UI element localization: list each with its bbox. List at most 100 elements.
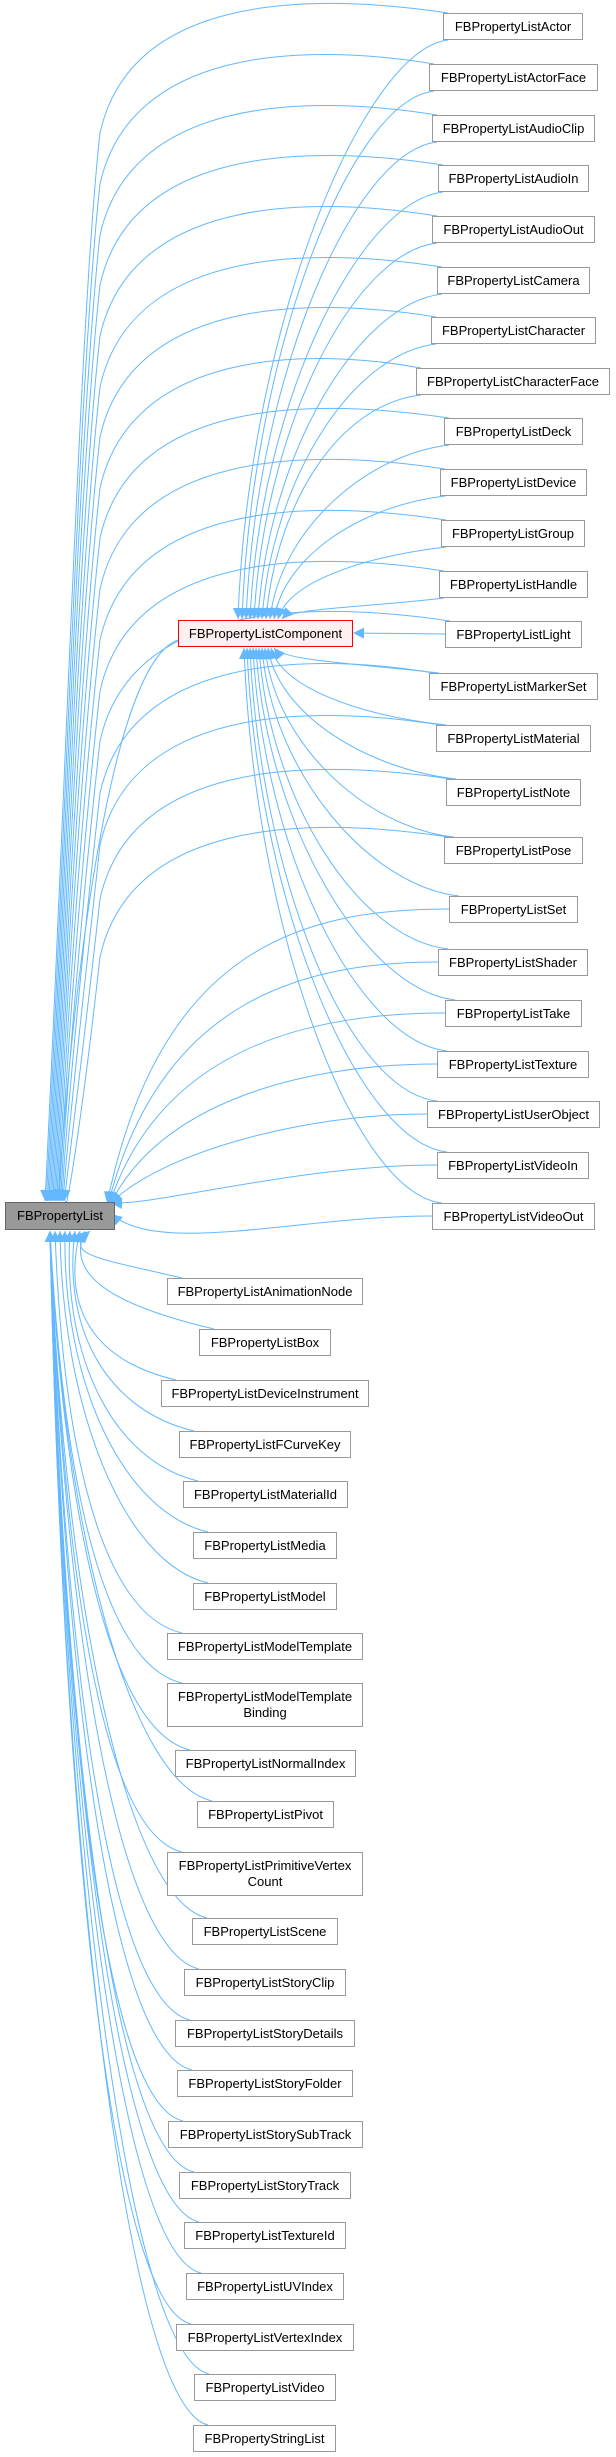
- node-label: FBPropertyListStoryClip: [195, 1974, 335, 1990]
- node-fbpropertylistcomponent[interactable]: FBPropertyListComponent: [178, 620, 353, 647]
- edge-fbpropertylistaudioclip-to-component: [240, 141, 438, 620]
- node-fbpropertylistuserobject[interactable]: FBPropertyListUserObject: [427, 1101, 600, 1128]
- node-fbpropertylisttextureid[interactable]: FBPropertyListTextureId: [184, 2222, 346, 2249]
- edge-fbpropertylistnote-to-fbpropertylist: [59, 768, 452, 1202]
- node-label: FBPropertyListDeck: [455, 423, 572, 439]
- node-label: FBPropertyListCamera: [447, 272, 580, 288]
- node-fbpropertystringlist[interactable]: FBPropertyStringList: [193, 2425, 336, 2452]
- node-fbpropertylist[interactable]: FBPropertyList: [5, 1202, 115, 1230]
- node-fbpropertylistaudioout[interactable]: FBPropertyListAudioOut: [432, 216, 595, 243]
- node-fbpropertylistmarkerset[interactable]: FBPropertyListMarkerSet: [429, 673, 598, 700]
- edge-fbpropertylisttexture-to-component: [248, 647, 448, 1052]
- node-fbpropertylisttexture[interactable]: FBPropertyListTexture: [437, 1051, 589, 1078]
- node-label: FBPropertyListComponent: [188, 625, 343, 641]
- node-fbpropertyliststoryclip[interactable]: FBPropertyListStoryClip: [184, 1969, 346, 1996]
- node-label: FBPropertyListVertexIndex: [187, 2329, 343, 2345]
- edge-fbpropertylistuserobject-to-component: [244, 647, 438, 1102]
- node-fbpropertylistmodeltemplatebinding[interactable]: FBPropertyListModelTemplate Binding: [167, 1683, 363, 1727]
- node-fbpropertylisttake[interactable]: FBPropertyListTake: [445, 1000, 582, 1027]
- node-fbpropertylistmodeltemplate[interactable]: FBPropertyListModelTemplate: [167, 1633, 363, 1660]
- node-fbpropertylisthandle[interactable]: FBPropertyListHandle: [439, 571, 588, 598]
- edge-fbpropertylisttake-to-fbpropertylist: [107, 1012, 446, 1204]
- node-fbpropertylistpose[interactable]: FBPropertyListPose: [444, 837, 583, 864]
- node-label: FBPropertyListMaterialId: [193, 1486, 338, 1502]
- edge-fbpropertylistset-to-component: [257, 647, 460, 897]
- node-fbpropertylistvideo[interactable]: FBPropertyListVideo: [194, 2374, 336, 2401]
- node-fbpropertylistscene[interactable]: FBPropertyListScene: [192, 1918, 338, 1945]
- node-fbpropertylistdeck[interactable]: FBPropertyListDeck: [444, 418, 583, 445]
- node-label: FBPropertyListMedia: [204, 1537, 326, 1553]
- node-fbpropertylistvideoin[interactable]: FBPropertyListVideoIn: [437, 1152, 589, 1179]
- edge-fbpropertylistpose-to-fbpropertylist: [59, 826, 450, 1213]
- node-label: FBPropertyListVideo: [205, 2379, 325, 2395]
- node-fbpropertylistvideoout[interactable]: FBPropertyListVideoOut: [432, 1203, 595, 1230]
- edge-fbpropertylistanimationnode-to-fbpropertylist: [78, 1230, 183, 1279]
- node-fbpropertylistmodel[interactable]: FBPropertyListModel: [193, 1583, 337, 1610]
- edge-fbpropertylistpivot-to-fbpropertylist: [44, 1230, 213, 1802]
- node-label: FBPropertyListCharacter: [441, 322, 586, 338]
- node-label: FBPropertyListSet: [460, 901, 567, 917]
- node-label: FBPropertyListAnimationNode: [177, 1283, 353, 1299]
- node-fbpropertylistmaterialid[interactable]: FBPropertyListMaterialId: [183, 1481, 348, 1508]
- node-label: FBPropertyListUserObject: [438, 1106, 589, 1122]
- edge-fbpropertylistvideoout-to-component: [238, 647, 443, 1204]
- node-fbpropertylistactor[interactable]: FBPropertyListActor: [443, 13, 583, 40]
- edge-fbpropertylistshader-to-fbpropertylist: [105, 961, 439, 1204]
- node-fbpropertyliststorytrack[interactable]: FBPropertyListStoryTrack: [179, 2172, 351, 2199]
- node-label: FBPropertyListPose: [455, 842, 572, 858]
- edge-fbpropertylistaudioout-to-fbpropertylist: [45, 205, 438, 1202]
- node-label: FBPropertyStringList: [204, 2430, 325, 2446]
- node-label: FBPropertyListUVIndex: [197, 2278, 333, 2294]
- edge-fbpropertylistmaterialid-to-fbpropertylist: [63, 1230, 199, 1482]
- node-fbpropertylistpivot[interactable]: FBPropertyListPivot: [197, 1801, 334, 1828]
- node-label: FBPropertyListModel: [204, 1588, 326, 1604]
- node-fbpropertylistcharacterface[interactable]: FBPropertyListCharacterFace: [416, 368, 610, 395]
- node-fbpropertylistbox[interactable]: FBPropertyListBox: [199, 1329, 331, 1356]
- edge-component-to-fbpropertylist: [53, 639, 179, 1201]
- node-fbpropertylistaudioin[interactable]: FBPropertyListAudioIn: [438, 165, 589, 192]
- node-fbpropertylistuvindex[interactable]: FBPropertyListUVIndex: [186, 2273, 344, 2300]
- edge-fbpropertyliststoryfolder-to-fbpropertylist: [44, 1230, 193, 2071]
- node-fbpropertylistshader[interactable]: FBPropertyListShader: [438, 949, 588, 976]
- edge-fbpropertylistmaterial-to-component: [268, 647, 447, 726]
- edge-fbpropertylistaudioclip-to-fbpropertylist: [42, 104, 438, 1202]
- edge-fbpropertylistcamera-to-fbpropertylist: [46, 256, 443, 1202]
- node-fbpropertylistfcurvekey[interactable]: FBPropertyListFCurveKey: [179, 1431, 351, 1458]
- node-fbpropertylistdevice[interactable]: FBPropertyListDevice: [440, 469, 587, 496]
- node-label: FBPropertyListModelTemplate: [177, 1638, 353, 1654]
- edge-fbpropertylistdevice-to-fbpropertylist: [51, 458, 446, 1202]
- node-label: FBPropertyListTake: [456, 1005, 571, 1021]
- node-label: FBPropertyList: [17, 1208, 103, 1223]
- node-label: FBPropertyListBox: [210, 1334, 320, 1350]
- node-fbpropertylistnormalindex[interactable]: FBPropertyListNormalIndex: [175, 1750, 356, 1777]
- edge-fbpropertylistbox-to-fbpropertylist: [75, 1230, 215, 1330]
- node-label: FBPropertyListPivot: [208, 1806, 323, 1822]
- node-fbpropertylistmedia[interactable]: FBPropertyListMedia: [193, 1532, 337, 1559]
- edge-fbpropertylistcharacter-to-fbpropertylist: [47, 306, 437, 1202]
- node-fbpropertylistprimitivevertexcount[interactable]: FBPropertyListPrimitiveVertex Count: [167, 1852, 363, 1896]
- node-fbpropertylistdeviceinstrument[interactable]: FBPropertyListDeviceInstrument: [161, 1380, 369, 1407]
- edge-fbpropertylistnote-to-component: [264, 647, 457, 780]
- node-fbpropertylistaudioclip[interactable]: FBPropertyListAudioClip: [432, 115, 595, 142]
- edge-fbpropertylistaudioout-to-component: [249, 242, 438, 620]
- node-fbpropertyliststoryfolder[interactable]: FBPropertyListStoryFolder: [177, 2070, 353, 2097]
- node-fbpropertylistcamera[interactable]: FBPropertyListCamera: [437, 267, 590, 294]
- node-fbpropertylistmaterial[interactable]: FBPropertyListMaterial: [436, 725, 591, 752]
- node-fbpropertylistcharacter[interactable]: FBPropertyListCharacter: [431, 317, 596, 344]
- node-fbpropertylistgroup[interactable]: FBPropertyListGroup: [441, 520, 585, 547]
- edge-fbpropertylistvideoin-to-fbpropertylist: [110, 1164, 438, 1209]
- node-fbpropertylistnote[interactable]: FBPropertyListNote: [446, 779, 581, 806]
- node-fbpropertylistanimationnode[interactable]: FBPropertyListAnimationNode: [167, 1278, 363, 1305]
- node-fbpropertylistactorface[interactable]: FBPropertyListActorFace: [429, 64, 598, 91]
- node-fbpropertyliststorydetails[interactable]: FBPropertyListStoryDetails: [175, 2020, 355, 2047]
- edge-fbpropertylisthandle-to-component: [281, 597, 445, 620]
- edge-fbpropertyliststorydetails-to-fbpropertylist: [44, 1230, 191, 2021]
- edge-fbpropertyliststoryclip-to-fbpropertylist: [44, 1230, 200, 1970]
- node-fbpropertylistvertexindex[interactable]: FBPropertyListVertexIndex: [176, 2324, 354, 2351]
- node-fbpropertylistset[interactable]: FBPropertyListSet: [449, 896, 578, 923]
- edge-fbpropertylistuserobject-to-fbpropertylist: [110, 1113, 428, 1204]
- edge-fbpropertylistlight-to-fbpropertylist: [55, 610, 451, 1202]
- node-fbpropertylistlight[interactable]: FBPropertyListLight: [445, 621, 582, 648]
- node-fbpropertyliststorysubtrack[interactable]: FBPropertyListStorySubTrack: [168, 2121, 363, 2148]
